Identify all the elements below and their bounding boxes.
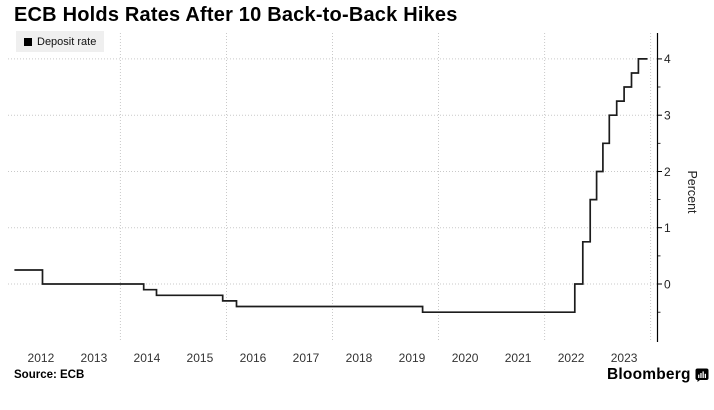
x-tick-label: 2022 xyxy=(558,351,585,365)
x-tick-label: 2017 xyxy=(293,351,320,365)
x-tick-label: 2013 xyxy=(81,351,108,365)
source-note: Source: ECB xyxy=(14,369,85,381)
legend-label: Deposit rate xyxy=(37,35,97,48)
x-tick-label: 2015 xyxy=(187,351,214,365)
legend: Deposit rate xyxy=(16,31,105,52)
y-tick-label: 0 xyxy=(664,277,671,291)
x-tick-label: 2014 xyxy=(134,351,161,365)
y-tick-label: 3 xyxy=(664,109,671,123)
y-tick-label: 4 xyxy=(664,52,671,66)
deposit-rate-line xyxy=(14,58,648,314)
chart-title: ECB Holds Rates After 10 Back-to-Back Hi… xyxy=(14,4,458,26)
bloomberg-logo: Bloomberg xyxy=(607,366,709,384)
x-tick-label: 2019 xyxy=(399,351,426,365)
y-tick-label: 1 xyxy=(664,221,671,235)
bloomberg-wordmark: Bloomberg xyxy=(607,366,691,383)
x-tick-label: 2018 xyxy=(346,351,373,365)
bloomberg-terminal-icon xyxy=(695,368,709,382)
x-tick-label: 2020 xyxy=(452,351,479,365)
legend-marker-icon xyxy=(24,37,32,46)
x-tick-label: 2023 xyxy=(611,351,638,365)
x-tick-label: 2012 xyxy=(28,351,55,365)
x-tick-label: 2021 xyxy=(505,351,532,365)
y-tick-label: 2 xyxy=(664,165,671,179)
x-tick-label: 2016 xyxy=(240,351,267,365)
y-axis-title: Percent xyxy=(685,170,699,214)
